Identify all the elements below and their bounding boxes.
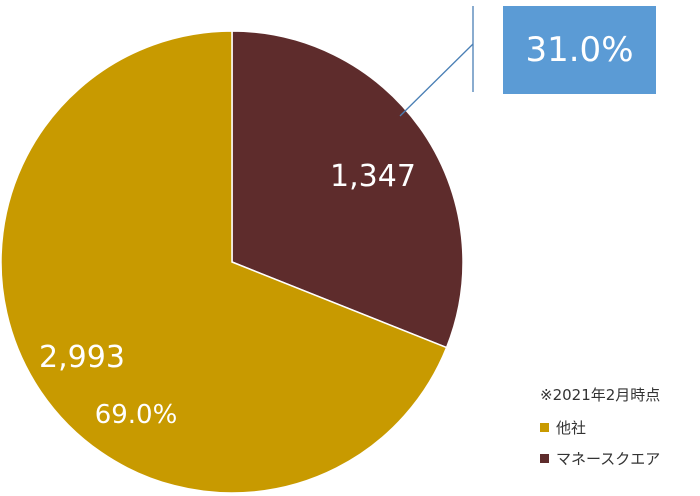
legend-item-maneesquare: マネースクエア <box>540 448 660 469</box>
legend-swatch-maneesquare <box>540 454 549 463</box>
callout-percent-label: 31.0% <box>525 30 634 70</box>
slice-percent-label-others: 69.0% <box>95 400 178 430</box>
legend: ※2021年2月時点 他社 マネースクエア <box>540 384 660 479</box>
slice-value-label-others: 2,993 <box>39 340 125 375</box>
slice-value-label-maneesquare: 1,347 <box>330 159 416 194</box>
callout-leader-line <box>399 43 474 117</box>
legend-label-others: 他社 <box>556 419 587 437</box>
callout-percent-box: 31.0% <box>500 6 656 94</box>
slice-others <box>0 30 448 494</box>
slices <box>0 30 464 494</box>
legend-item-others: 他社 <box>540 417 660 438</box>
legend-swatch-others <box>540 423 549 432</box>
legend-label-maneesquare: マネースクエア <box>556 450 661 468</box>
legend-note: ※2021年2月時点 <box>540 386 661 404</box>
